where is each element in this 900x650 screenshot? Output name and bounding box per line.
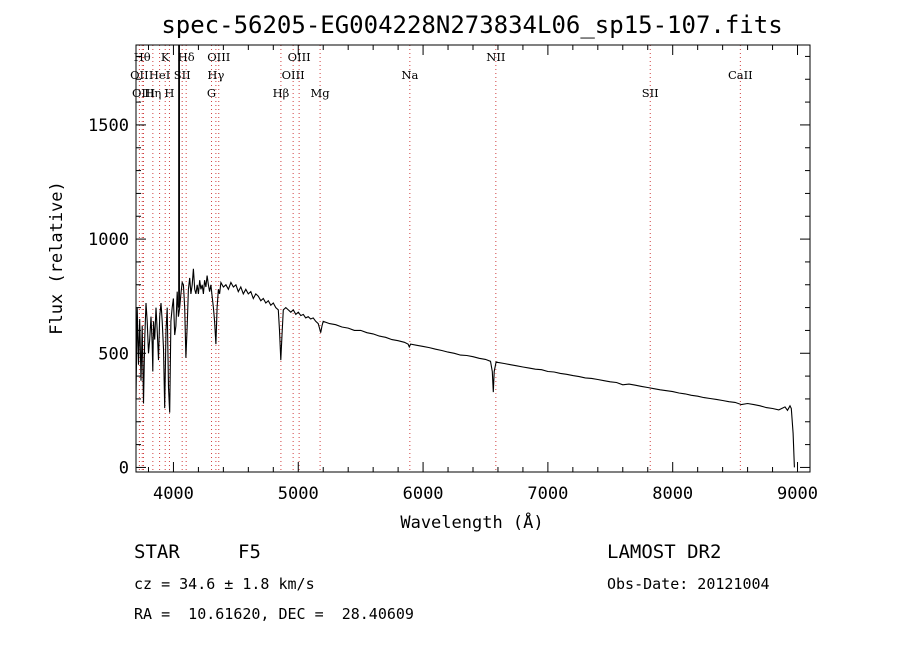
object-type: STAR xyxy=(134,541,180,563)
spectrum-line xyxy=(135,268,795,468)
coordinates: RA = 10.61620, DEC = 28.40609 xyxy=(134,605,414,623)
plot-frame xyxy=(135,44,811,473)
line-marker-label: Hη xyxy=(144,86,161,100)
y-axis-ticks: 0 500 1000 1500 xyxy=(88,55,810,478)
line-marker-label: NII xyxy=(486,50,505,64)
x-tick-label: 4000 xyxy=(153,484,194,504)
line-marker-label: Hγ xyxy=(207,68,224,82)
line-marker-label: G xyxy=(207,86,216,100)
x-tick-label: 8000 xyxy=(652,484,693,504)
line-marker-label: CaII xyxy=(728,68,753,82)
line-marker-label: OIII xyxy=(132,86,155,100)
line-marker-label: SII xyxy=(174,68,191,82)
x-tick-label: 9000 xyxy=(777,484,818,504)
survey-name: LAMOST DR2 xyxy=(607,541,722,563)
line-marker-label: HeI xyxy=(149,68,170,82)
line-marker-label: K xyxy=(161,50,170,64)
line-marker-label: Hβ xyxy=(273,86,290,100)
line-marker-label: OIII xyxy=(282,68,305,82)
observation-date: Obs-Date: 20121004 xyxy=(607,575,770,593)
redshift-velocity: cz = 34.6 ± 1.8 km/s xyxy=(134,575,315,593)
emission-line-markers xyxy=(138,45,741,472)
line-marker-label: Mg xyxy=(311,86,331,100)
subclass: F5 xyxy=(238,541,261,563)
y-tick-label: 1000 xyxy=(88,230,129,250)
line-marker-label: Na xyxy=(401,68,418,82)
x-tick-label: 6000 xyxy=(403,484,444,504)
emission-line-labels: OIIHθOIIIHηHeIKHSIIHδHγGOIIIHβOIIIOIIIMg… xyxy=(130,50,753,100)
x-axis-label: Wavelength (Å) xyxy=(400,511,543,533)
line-marker-label: Hθ xyxy=(134,50,151,64)
line-marker-label: OIII xyxy=(207,50,230,64)
x-axis-ticks: 4000 5000 6000 7000 8000 9000 xyxy=(147,45,818,504)
y-tick-label: 1500 xyxy=(88,116,129,136)
y-tick-label: 0 xyxy=(119,458,129,478)
line-marker-label: H xyxy=(164,86,174,100)
line-marker-label: Hδ xyxy=(178,50,195,64)
chart-title: spec-56205-EG004228N273834L06_sp15-107.f… xyxy=(161,11,782,39)
y-axis-label: Flux (relative) xyxy=(47,181,67,335)
line-marker-label: OII xyxy=(130,68,149,82)
x-tick-label: 7000 xyxy=(527,484,568,504)
x-tick-label: 5000 xyxy=(278,484,319,504)
line-marker-label: OIII xyxy=(288,50,311,64)
y-tick-label: 500 xyxy=(98,344,129,364)
line-marker-label: SII xyxy=(642,86,659,100)
